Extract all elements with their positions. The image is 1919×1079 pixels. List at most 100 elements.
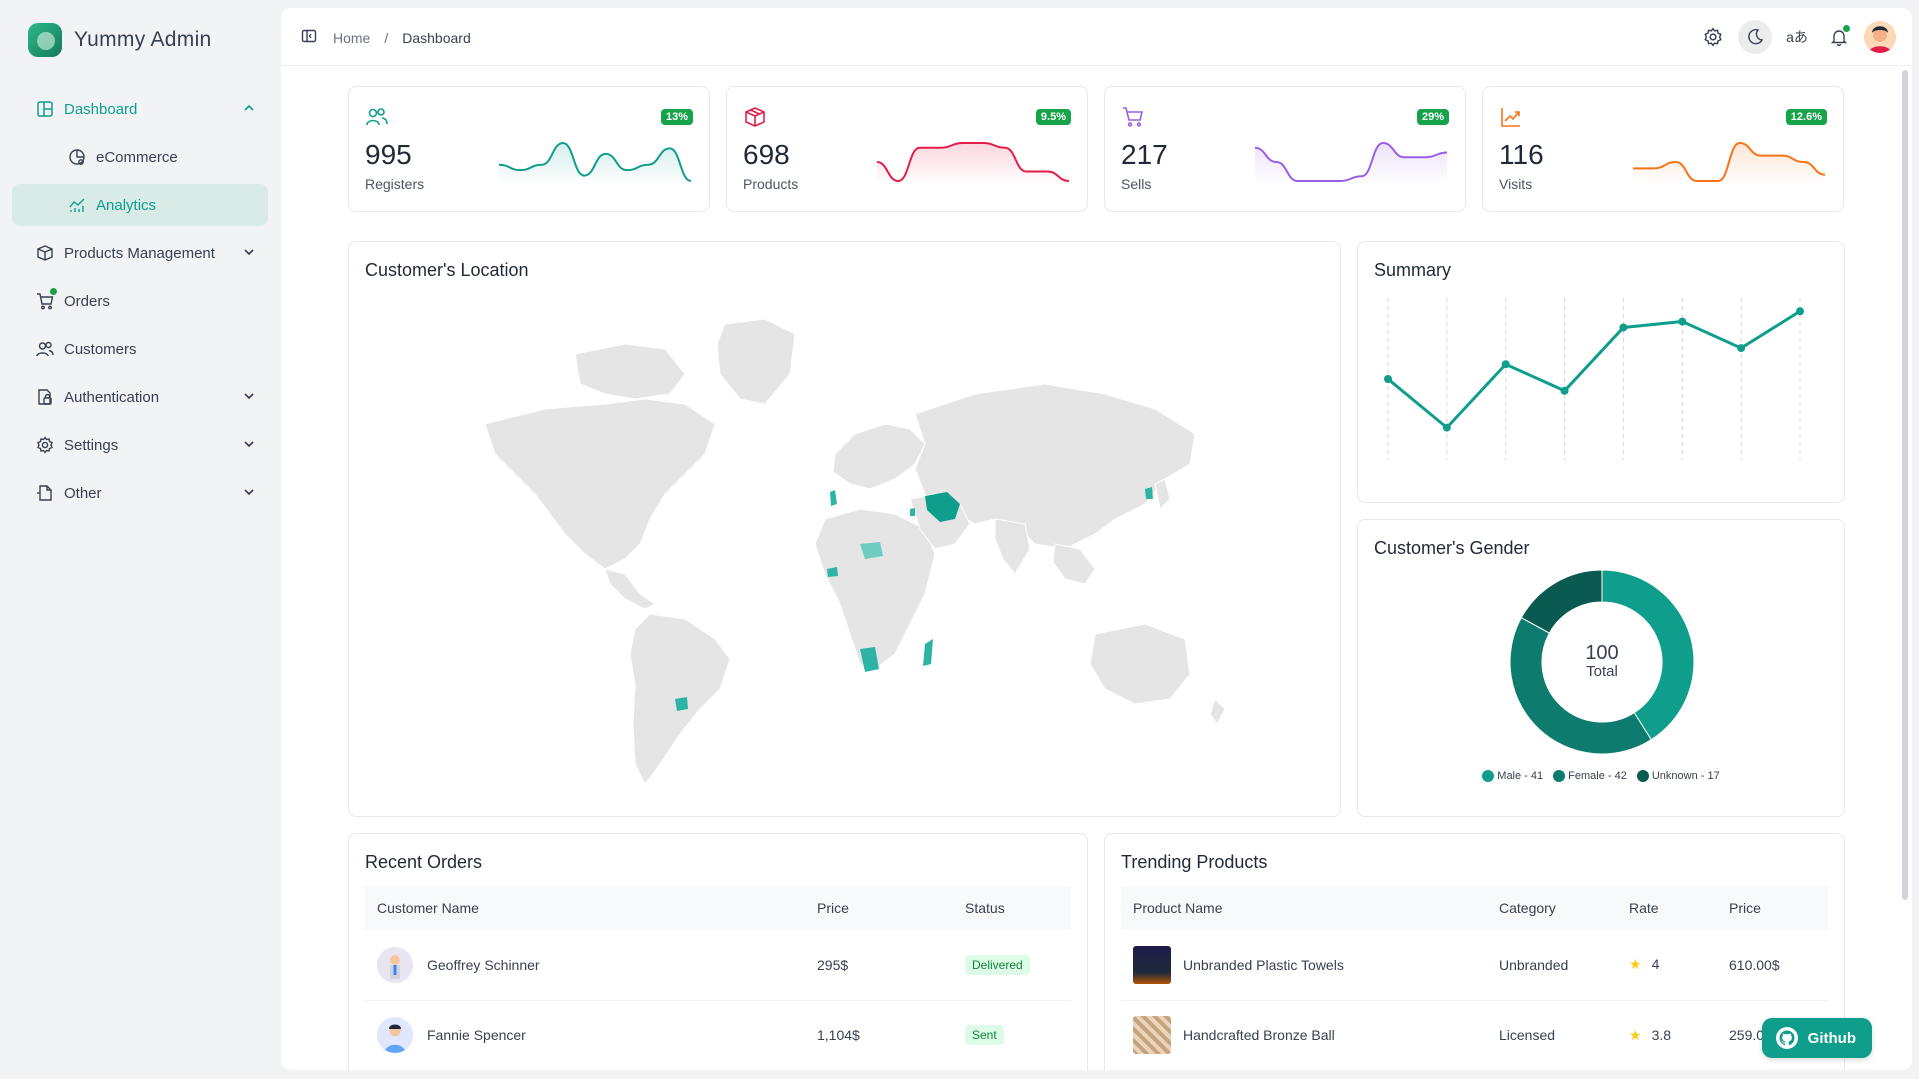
- data-point: [1501, 360, 1510, 369]
- sidebar-item-customers[interactable]: Customers: [12, 328, 268, 370]
- product-cell: Unbranded Plastic Towels: [1133, 945, 1487, 984]
- table-header-row: Customer Name Price Status: [365, 886, 1071, 930]
- user-avatar[interactable]: [1864, 21, 1896, 53]
- stat-badge: 13%: [660, 109, 693, 125]
- legend-label: Female - 42: [1568, 770, 1627, 782]
- data-point: [1442, 423, 1451, 432]
- brand[interactable]: Yummy Admin: [28, 22, 212, 58]
- card-title: Summary: [1374, 260, 1452, 280]
- product-price: 610.00$: [1717, 930, 1828, 1001]
- gender-donut-chart[interactable]: 100 Total: [1507, 567, 1697, 757]
- gear-icon: [1704, 27, 1722, 47]
- sidebar-item-label: Analytics: [96, 196, 157, 214]
- map-region-canada-arctic: [574, 343, 686, 400]
- sidebar-item-products-management[interactable]: Products Management: [12, 232, 268, 274]
- box-icon: [743, 105, 767, 129]
- brand-title: Yummy Admin: [74, 28, 212, 51]
- status-badge: Delivered: [965, 954, 1030, 975]
- table-row[interactable]: Geoffrey Schinner 295$ Delivered: [365, 930, 1071, 1001]
- sidebar-nav: Dashboard eCommerce Analytics Products M…: [12, 88, 268, 520]
- summary-card: Summary: [1357, 241, 1845, 503]
- column-header[interactable]: Rate: [1617, 886, 1717, 930]
- avatar: [377, 1017, 413, 1053]
- sidebar-item-label: Authentication: [64, 388, 160, 406]
- sidebar: Yummy Admin Dashboard eCommerce Analytic…: [0, 0, 280, 1079]
- legend-swatch: [1636, 770, 1649, 782]
- customer-name: Fannie Spencer: [427, 1027, 526, 1043]
- order-price: 295$: [805, 930, 953, 1001]
- map-region-japan: [1154, 478, 1171, 511]
- sidebar-item-orders[interactable]: Orders: [12, 280, 268, 322]
- column-header[interactable]: Customer Name: [365, 886, 805, 930]
- chevron-down-icon: [244, 441, 254, 448]
- brand-logo: [28, 23, 62, 57]
- column-header[interactable]: Price: [805, 886, 953, 930]
- table-row[interactable]: Handcrafted Bronze Ball Licensed ★ 3.8 25…: [1121, 1000, 1828, 1070]
- page-scrollbar[interactable]: [1902, 70, 1908, 900]
- table-row[interactable]: Fannie Spencer 1,104$ Sent: [365, 1000, 1071, 1070]
- sidebar-item-label: Products Management: [64, 244, 215, 262]
- sparkline-line: [1633, 141, 1826, 182]
- sidebar-item-label: Orders: [64, 292, 110, 310]
- sidebar-toggle-icon[interactable]: [301, 28, 317, 47]
- users-icon: [365, 105, 389, 129]
- breadcrumb-home[interactable]: Home: [333, 29, 371, 46]
- table-row[interactable]: Unbranded Plastic Towels Unbranded ★ 4 61…: [1121, 930, 1828, 1001]
- legend-item-male[interactable]: Male - 41: [1482, 770, 1543, 782]
- product-cell: Handcrafted Bronze Ball: [1133, 1016, 1487, 1054]
- customer-location-card: Customer's Location: [348, 241, 1341, 817]
- legend-item-unknown[interactable]: Unknown - 17: [1636, 770, 1720, 782]
- legend-swatch: [1482, 770, 1495, 782]
- map-region-central-america: [604, 568, 656, 610]
- orders-notification-dot: [50, 288, 57, 295]
- github-button[interactable]: Github: [1761, 1018, 1872, 1058]
- donut-total-value: 100: [1585, 642, 1618, 664]
- column-header[interactable]: Product Name: [1121, 886, 1487, 930]
- map-region-namibia: [860, 647, 879, 672]
- sidebar-item-label: Customers: [64, 340, 137, 358]
- language-button[interactable]: aあ: [1780, 20, 1814, 54]
- map-region-paraguay: [675, 697, 688, 711]
- github-icon: [1775, 1027, 1798, 1049]
- customer-cell: Geoffrey Schinner: [377, 946, 805, 983]
- sparkline-area: [1255, 143, 1447, 185]
- column-header[interactable]: Category: [1487, 886, 1617, 930]
- cart-icon: [1121, 105, 1145, 129]
- world-map[interactable]: [455, 304, 1235, 804]
- sidebar-item-authentication[interactable]: Authentication: [12, 376, 268, 418]
- settings-button[interactable]: [1696, 20, 1730, 54]
- status-badge: Sent: [965, 1025, 1004, 1045]
- theme-toggle-button[interactable]: [1738, 20, 1772, 54]
- avatar: [377, 946, 413, 983]
- product-name: Handcrafted Bronze Ball: [1183, 1027, 1335, 1043]
- dashboard-icon: [36, 100, 54, 118]
- customer-cell: Fannie Spencer: [377, 1017, 805, 1053]
- sidebar-item-ecommerce[interactable]: eCommerce: [12, 136, 268, 178]
- map-region-madagascar: [923, 639, 933, 666]
- sparkline-line: [498, 141, 692, 182]
- customer-name: Geoffrey Schinner: [427, 956, 540, 973]
- sidebar-item-label: Settings: [64, 436, 119, 454]
- sidebar-item-other[interactable]: Other: [12, 472, 268, 514]
- sidebar-item-analytics[interactable]: Analytics: [12, 184, 268, 226]
- sidebar-item-settings[interactable]: Settings: [12, 424, 268, 466]
- stat-badge: 12.6%: [1785, 109, 1827, 125]
- column-header[interactable]: Status: [953, 886, 1071, 930]
- notifications-button[interactable]: [1822, 20, 1856, 54]
- legend-item-female[interactable]: Female - 42: [1553, 770, 1627, 782]
- map-region-southeast-asia: [1052, 543, 1096, 585]
- main-panel: Home / Dashboard aあ: [281, 8, 1912, 1070]
- donut-total-label: Total: [1586, 663, 1618, 680]
- bell-icon: [1830, 30, 1848, 46]
- column-header[interactable]: Price: [1717, 886, 1828, 930]
- sidebar-item-dashboard[interactable]: Dashboard: [12, 88, 268, 130]
- top-actions: aあ: [1688, 20, 1896, 54]
- product-thumbnail: [1133, 945, 1171, 984]
- gear-icon: [36, 436, 54, 454]
- chevron-down-icon: [244, 249, 254, 256]
- star-icon: ★: [1629, 956, 1642, 973]
- summary-line-chart[interactable]: [1374, 290, 1814, 470]
- stat-value: 995: [365, 139, 412, 170]
- map-region-australia: [1089, 623, 1191, 705]
- stat-label: Visits: [1499, 176, 1533, 192]
